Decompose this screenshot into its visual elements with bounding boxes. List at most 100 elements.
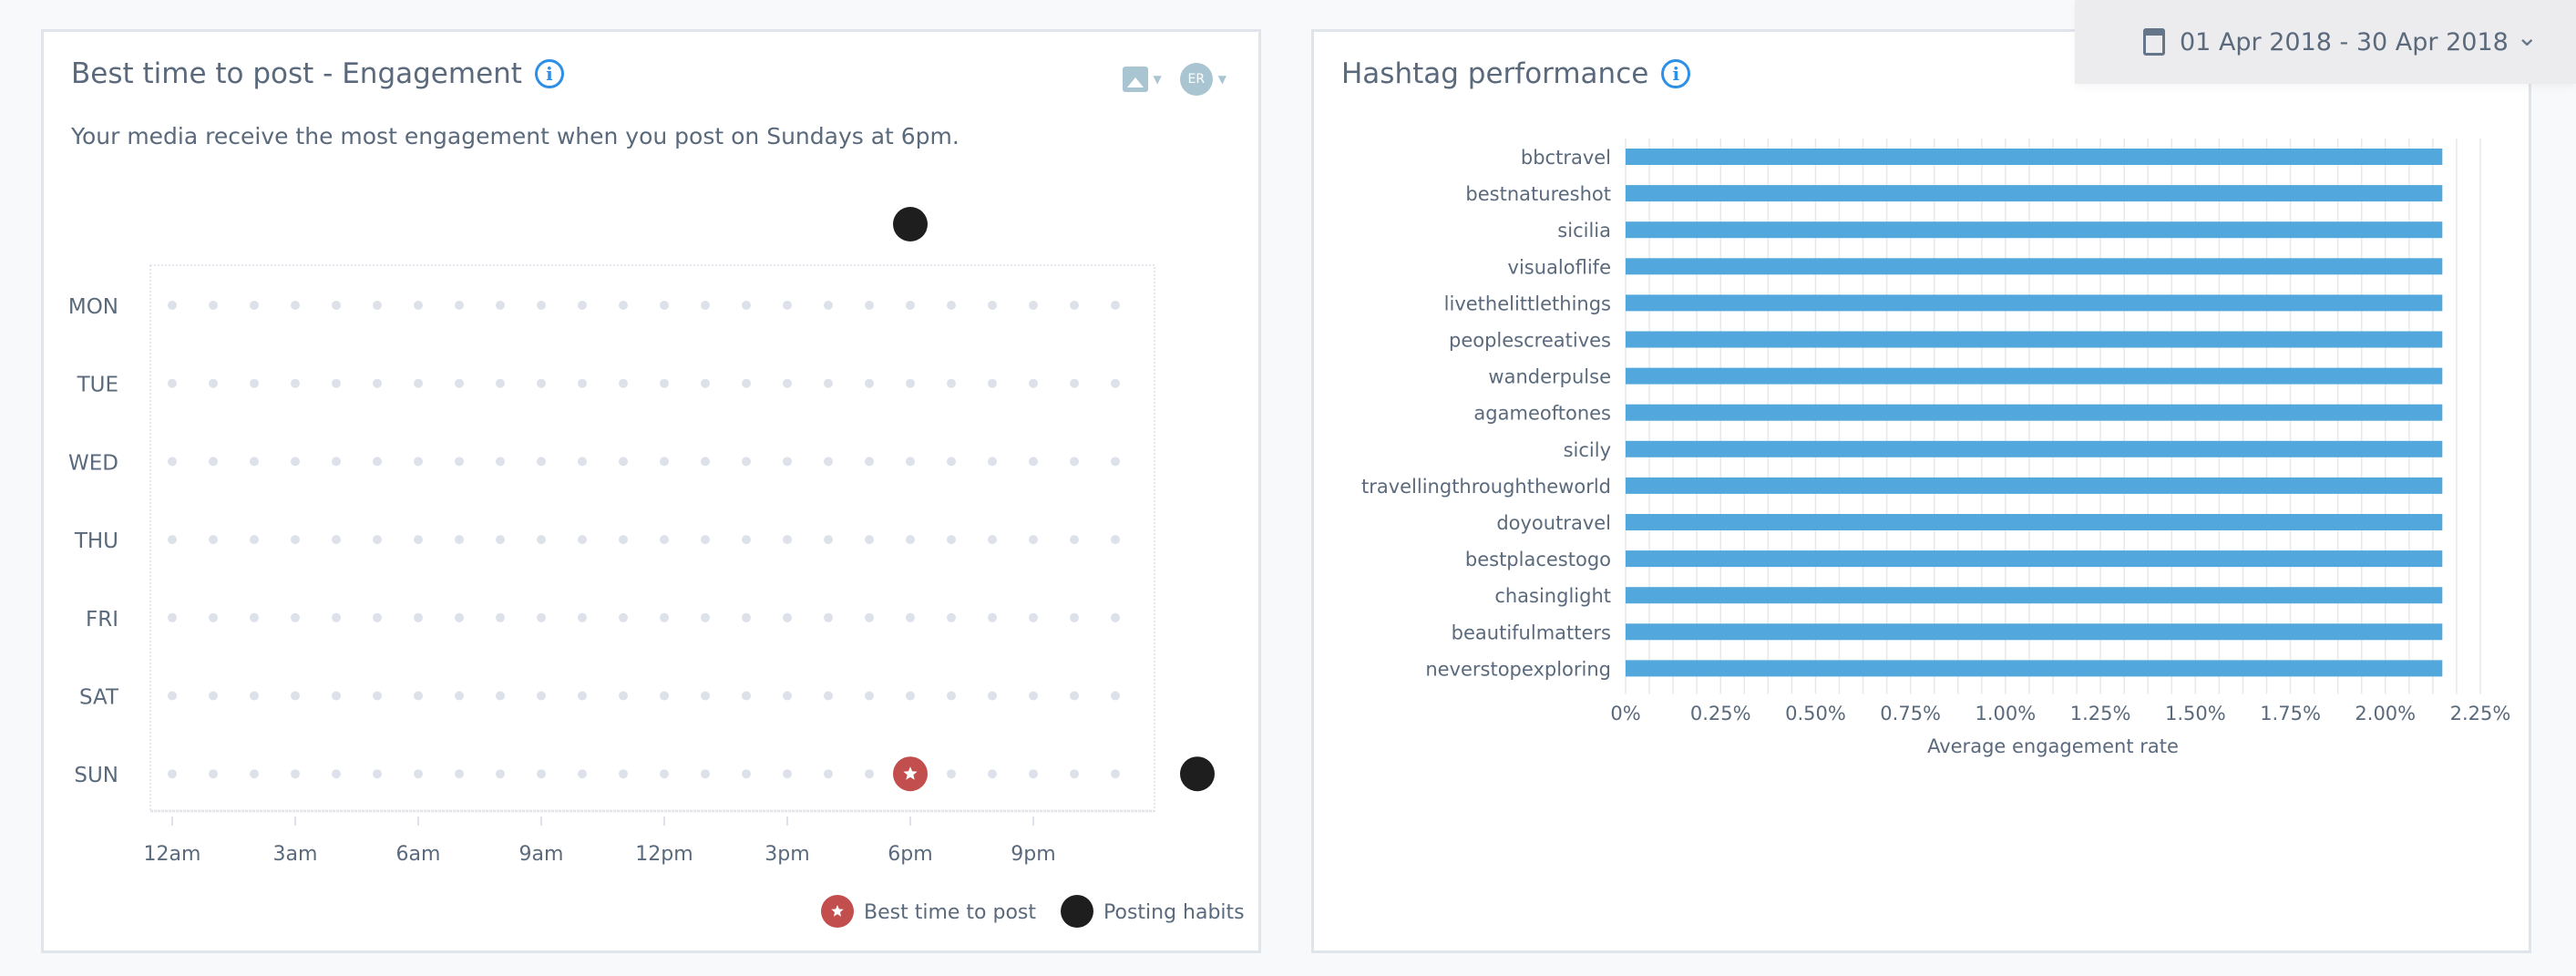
hour-dot [660,769,669,779]
hour-dot [332,378,341,388]
hour-dot [168,378,177,388]
hour-dot [947,612,956,622]
x-tick-label: 2.00% [2355,703,2416,724]
hour-dot [947,691,956,701]
hour-dot [373,691,382,701]
hour-dot [701,535,710,545]
hour-dot [865,457,874,467]
hour-dot [1070,535,1079,545]
hour-dot [701,457,710,467]
row-label-thu: THU [74,529,118,553]
hour-dot [496,612,505,622]
hour-dot [455,378,464,388]
hour-dot [1111,535,1120,545]
hour-dot [824,457,833,467]
hour-dot [660,612,669,622]
x-tick-label: 9am [519,843,564,866]
hour-dot [1070,457,1079,467]
hour-dot [537,301,546,310]
category-label: agameoftones [1473,403,1611,425]
hour-dot [619,457,628,467]
hour-dot [701,378,710,388]
bar-chasinglight [1626,587,2443,604]
row-label-wed: WED [68,451,118,475]
category-label: sicily [1564,439,1611,461]
hour-dot [250,612,259,622]
x-tick-label: 0.50% [1785,703,1846,724]
hour-dot [373,378,382,388]
hour-dot [1111,378,1120,388]
hour-dot [1029,535,1038,545]
bar-peoplescreatives [1626,331,2443,348]
date-range-label: 01 Apr 2018 - 30 Apr 2018 [2180,27,2509,57]
hour-dot [250,301,259,310]
hour-dot [619,535,628,545]
hour-dot [865,301,874,310]
hour-dot [537,378,546,388]
hour-dot [373,769,382,779]
row-label-tue: TUE [77,374,118,397]
category-label: travellingthroughtheworld [1361,476,1611,498]
category-label: bbctravel [1521,147,1611,169]
hour-dot [783,769,792,779]
hour-dot [742,769,751,779]
hour-dot [291,612,300,622]
hour-dot [414,769,423,779]
hour-dot [168,612,177,622]
hour-dot [332,612,341,622]
bar-doyoutravel [1626,514,2443,530]
x-tick-label: 1.50% [2165,703,2226,724]
hour-dot [660,301,669,310]
hour-dot [578,378,587,388]
hour-dot [742,691,751,701]
category-label: bestplacestogo [1465,549,1611,570]
hour-dot [906,612,915,622]
hour-dot [291,378,300,388]
hour-dot [496,301,505,310]
caret-down-icon: ▼ [1217,73,1226,86]
hour-dot [947,769,956,779]
hour-dot [496,691,505,701]
hour-dot [168,691,177,701]
posting-habit-day-marker [1180,756,1215,792]
x-tick-label: 12pm [635,843,693,866]
hour-dot [414,691,423,701]
x-tick-label: 2.25% [2450,703,2511,724]
bar-bestplacestogo [1626,550,2443,568]
metric-dropdown[interactable]: ER ▼ [1179,63,1226,96]
plot-frame [149,264,1155,812]
hour-dot [332,457,341,467]
hashtag-performance-card: Hashtag performance i bbctravel bestnatur… [1311,29,2531,953]
hour-dot [1070,301,1079,310]
category-label: bestnatureshot [1465,183,1611,205]
hour-dot [455,457,464,467]
category-label: livethelittlethings [1444,293,1611,314]
x-tick-label: 6pm [888,843,932,866]
hour-dot [619,691,628,701]
hour-dot [332,301,341,310]
hour-dot [168,535,177,545]
hour-dot [1070,612,1079,622]
info-icon[interactable]: i [1661,59,1691,88]
hashtag-bar-chart: bbctravel bestnatureshot sicilia visualofli… [1361,139,2511,757]
hour-dot [168,769,177,779]
bar-wanderpulse [1626,367,2443,385]
hour-dot [1111,612,1120,622]
date-range-picker[interactable]: 01 Apr 2018 - 30 Apr 2018 ⌄ [2075,0,2576,84]
category-label: beautifulmatters [1452,622,1611,643]
info-icon[interactable]: i [534,59,564,88]
hour-dot [783,378,792,388]
hour-dot [701,691,710,701]
x-axis-title: Average engagement rate [1927,735,2179,757]
hour-dot [988,457,997,467]
media-type-dropdown[interactable]: ▼ [1122,67,1162,92]
hour-dot [1029,457,1038,467]
hour-dot [291,769,300,779]
card-title: Best time to post - Engagement i [71,57,564,90]
hour-dot [537,535,546,545]
row-label-sat: SAT [79,686,119,710]
hour-dot [865,378,874,388]
hour-dot [209,612,218,622]
hour-dot [209,769,218,779]
bar-travellingthroughtheworld [1626,477,2443,494]
